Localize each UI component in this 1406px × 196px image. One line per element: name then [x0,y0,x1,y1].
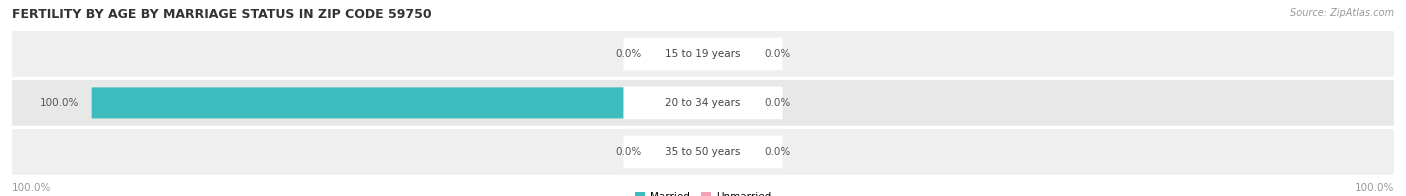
FancyBboxPatch shape [654,136,703,167]
Legend: Married, Unmarried: Married, Unmarried [630,188,776,196]
FancyBboxPatch shape [623,136,783,168]
FancyBboxPatch shape [13,80,1393,126]
FancyBboxPatch shape [703,136,752,167]
Text: 0.0%: 0.0% [616,147,643,157]
Text: Source: ZipAtlas.com: Source: ZipAtlas.com [1289,8,1393,18]
FancyBboxPatch shape [703,38,752,69]
FancyBboxPatch shape [703,87,752,118]
FancyBboxPatch shape [91,87,703,118]
Text: 20 to 34 years: 20 to 34 years [665,98,741,108]
FancyBboxPatch shape [13,129,1393,175]
Text: 100.0%: 100.0% [13,183,52,193]
FancyBboxPatch shape [623,38,783,70]
Text: 35 to 50 years: 35 to 50 years [665,147,741,157]
Text: FERTILITY BY AGE BY MARRIAGE STATUS IN ZIP CODE 59750: FERTILITY BY AGE BY MARRIAGE STATUS IN Z… [13,8,432,21]
FancyBboxPatch shape [623,87,783,119]
Text: 100.0%: 100.0% [41,98,80,108]
FancyBboxPatch shape [13,31,1393,77]
FancyBboxPatch shape [654,38,703,69]
Text: 0.0%: 0.0% [763,147,790,157]
Text: 0.0%: 0.0% [616,49,643,59]
Text: 15 to 19 years: 15 to 19 years [665,49,741,59]
Text: 100.0%: 100.0% [1354,183,1393,193]
Text: 0.0%: 0.0% [763,98,790,108]
Text: 0.0%: 0.0% [763,49,790,59]
